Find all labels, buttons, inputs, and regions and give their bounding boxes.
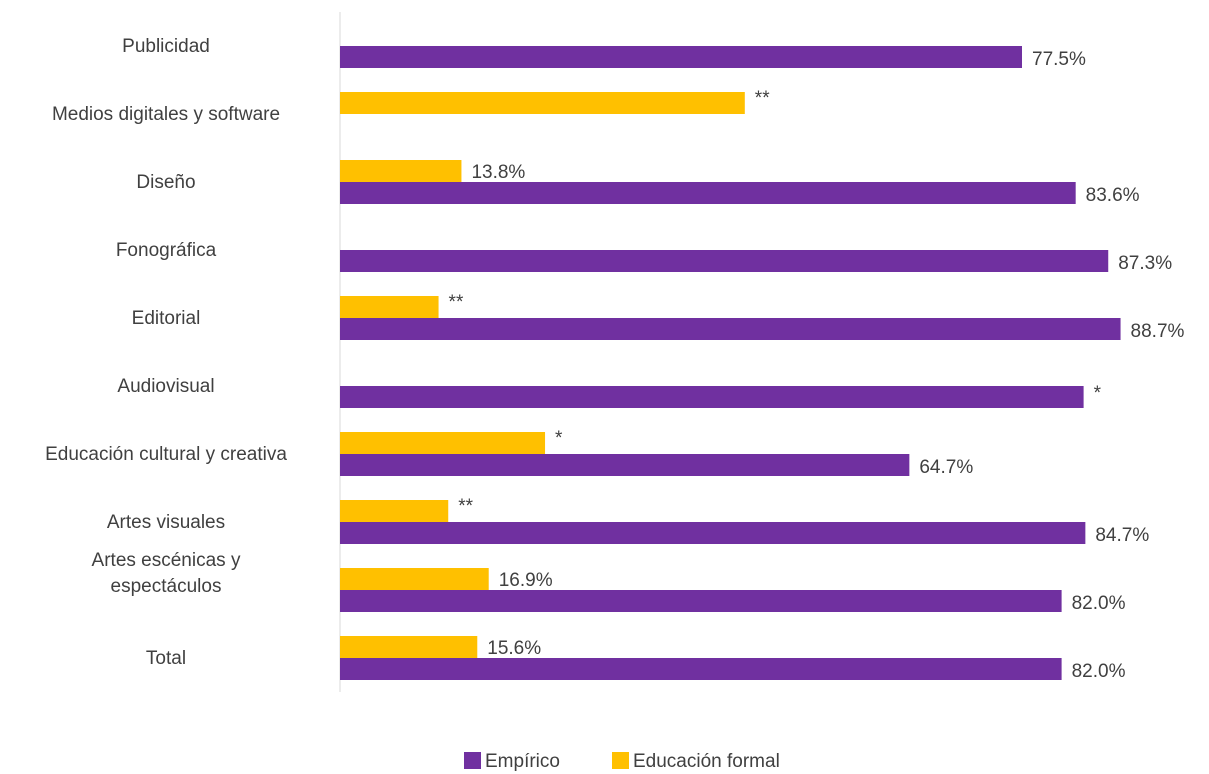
bar-educacion-formal — [340, 92, 745, 114]
bar-empirico — [340, 454, 910, 476]
category-label: espectáculos — [111, 576, 222, 597]
data-label-empirico: 84.7% — [1095, 525, 1149, 546]
category-label: Educación cultural y creativa — [45, 444, 287, 465]
data-label-educacion-formal: ** — [458, 496, 473, 517]
data-label-educacion-formal: 16.9% — [499, 570, 553, 591]
category-label: Audiovisual — [117, 376, 214, 397]
category-label: Publicidad — [122, 36, 210, 57]
category-label: Medios digitales y software — [52, 104, 280, 125]
bar-educacion-formal — [340, 160, 462, 182]
data-label-empirico: 82.0% — [1072, 661, 1126, 682]
data-label-educacion-formal: * — [555, 428, 563, 449]
category-label: Artes visuales — [107, 512, 225, 533]
bars — [340, 46, 1121, 680]
bar-educacion-formal — [340, 432, 546, 454]
data-label-empirico: * — [1094, 383, 1102, 404]
category-label: Fonográfica — [116, 240, 217, 261]
category-label: Total — [146, 648, 186, 669]
category-label: Artes escénicas y — [92, 550, 241, 571]
data-label-empirico: 88.7% — [1131, 321, 1185, 342]
bar-empirico — [340, 522, 1086, 544]
bar-empirico — [340, 318, 1121, 340]
legend-label: Educación formal — [633, 751, 780, 772]
legend-swatch — [464, 752, 481, 769]
category-labels: Publicidad Medios digitales y software Dis… — [45, 36, 287, 669]
data-label-empirico: 82.0% — [1072, 593, 1126, 614]
legend-label: Empírico — [485, 751, 560, 772]
category-label: Editorial — [132, 308, 201, 329]
bar-educacion-formal — [340, 636, 478, 658]
data-labels: 77.5%**13.8%83.6%87.3%**88.7%**64.7%**84… — [449, 49, 1185, 682]
data-label-empirico: 77.5% — [1032, 49, 1086, 70]
legend-swatch — [612, 752, 629, 769]
bar-empirico — [340, 250, 1109, 272]
bar-empirico — [340, 590, 1062, 612]
category-label: Diseño — [136, 172, 195, 193]
data-label-educacion-formal: 15.6% — [487, 638, 541, 659]
data-label-educacion-formal: ** — [755, 88, 770, 109]
data-label-empirico: 64.7% — [919, 457, 973, 478]
data-label-empirico: 83.6% — [1086, 185, 1140, 206]
bar-empirico — [340, 386, 1084, 408]
bar-empirico — [340, 182, 1076, 204]
data-label-empirico: 87.3% — [1118, 253, 1172, 274]
legend: Empírico Educación formal — [464, 751, 780, 772]
bar-educacion-formal — [340, 568, 489, 590]
data-label-educacion-formal: 13.8% — [471, 162, 525, 183]
bar-educacion-formal — [340, 500, 449, 522]
bar-empirico — [340, 46, 1022, 68]
data-label-educacion-formal: ** — [449, 292, 464, 313]
bar-educacion-formal — [340, 296, 439, 318]
bar-empirico — [340, 658, 1062, 680]
